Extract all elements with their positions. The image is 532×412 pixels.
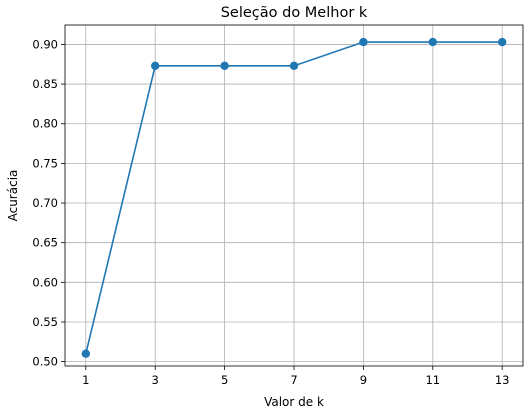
axis-ticks: 1 3 5 7 9 11 130.500.550.600.650.700.750.800.8… — [32, 37, 509, 387]
y-tick-label: 0.85 — [32, 77, 58, 91]
y-tick-label: 0.55 — [32, 315, 58, 329]
x-tick-label: 9 — [360, 373, 367, 387]
data-point — [428, 37, 437, 47]
y-tick-label: 0.50 — [32, 355, 58, 369]
y-axis-label: Acurácia — [6, 170, 20, 222]
x-tick-label: 5 — [221, 373, 228, 387]
data-point — [359, 37, 368, 47]
y-tick-label: 0.75 — [32, 156, 58, 170]
data-point — [289, 61, 299, 71]
x-tick-label: 13 — [495, 373, 510, 387]
y-tick-label: 0.60 — [32, 275, 58, 289]
data-point — [497, 37, 507, 47]
data-point — [220, 61, 229, 71]
chart-title: Seleção do Melhor k — [221, 5, 368, 21]
y-tick-label: 0.80 — [32, 117, 58, 131]
x-tick-label: 7 — [290, 373, 297, 387]
grid — [65, 25, 523, 366]
data-point — [151, 61, 160, 71]
y-tick-label: 0.70 — [32, 196, 58, 210]
y-tick-label: 0.90 — [32, 37, 58, 51]
x-tick-label: 3 — [152, 373, 159, 387]
x-tick-label: 11 — [425, 373, 440, 387]
series-layer — [81, 37, 507, 358]
x-axis-label: Valor de k — [264, 395, 324, 409]
data-point — [81, 349, 91, 358]
x-tick-label: 1 — [82, 373, 89, 387]
y-tick-label: 0.65 — [32, 236, 58, 250]
